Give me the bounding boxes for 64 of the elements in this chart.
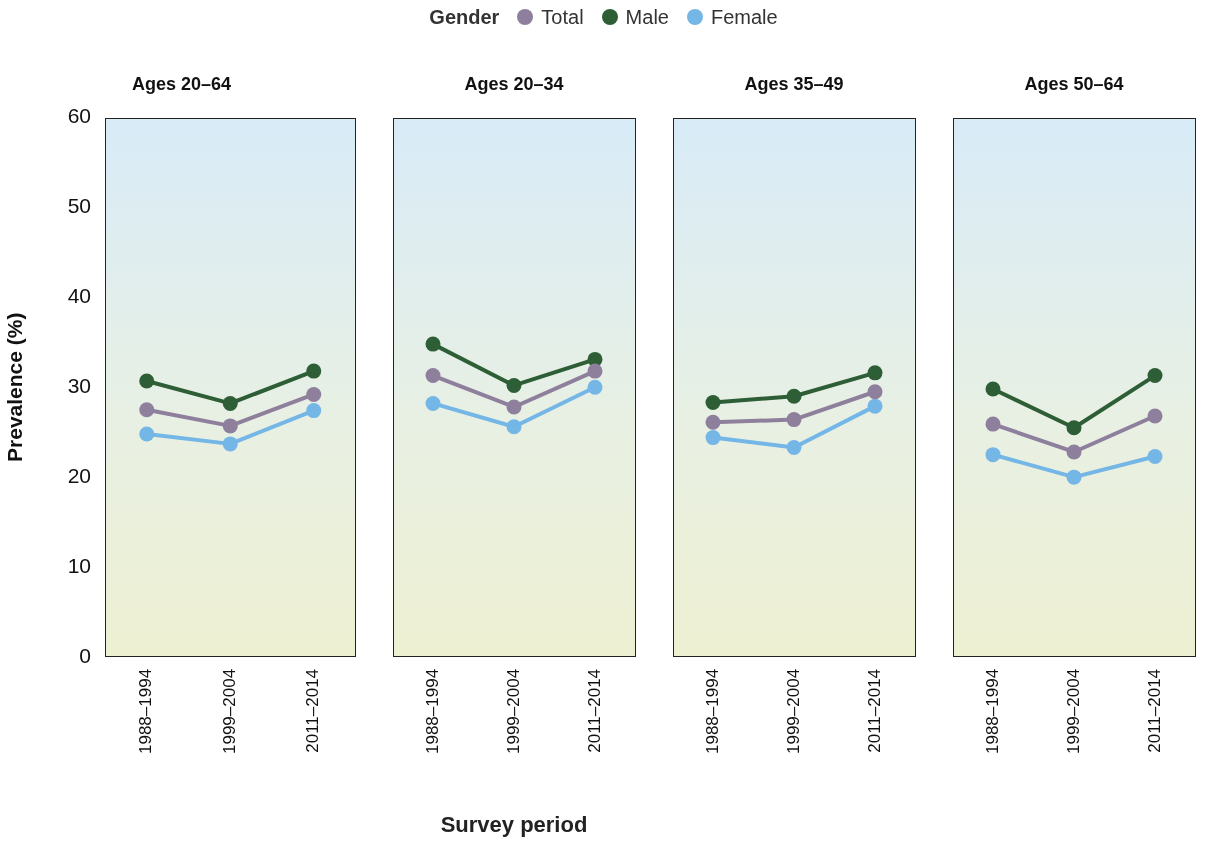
y-tick-label: 0 bbox=[79, 643, 91, 667]
y-tick-label: 40 bbox=[67, 284, 91, 308]
y-tick-label: 30 bbox=[67, 374, 91, 398]
point bbox=[306, 403, 322, 419]
legend-label: Male bbox=[624, 6, 669, 28]
point bbox=[222, 436, 238, 452]
y-tick-label: 50 bbox=[67, 194, 91, 218]
point bbox=[985, 416, 1001, 432]
point bbox=[867, 365, 883, 381]
point bbox=[786, 388, 802, 404]
x-tick-label: 1988–1994 bbox=[422, 668, 442, 754]
y-tick-label: 20 bbox=[67, 463, 91, 487]
point bbox=[506, 399, 522, 415]
point bbox=[425, 368, 441, 384]
point bbox=[985, 381, 1001, 397]
point bbox=[985, 447, 1001, 463]
point bbox=[786, 412, 802, 428]
point bbox=[587, 363, 603, 379]
point bbox=[139, 373, 155, 389]
y-axis-title: Prevalence (%) bbox=[3, 312, 27, 462]
point bbox=[222, 418, 238, 434]
point bbox=[425, 336, 441, 352]
point bbox=[1147, 368, 1163, 384]
y-tick-label: 10 bbox=[67, 553, 91, 577]
x-tick-label: 2011–2014 bbox=[584, 668, 604, 753]
x-axis-title: Survey period bbox=[439, 812, 589, 838]
x-tick-label: 1999–2004 bbox=[783, 668, 803, 754]
point bbox=[1066, 420, 1082, 436]
chart-title: Ages 35–49 bbox=[744, 73, 844, 94]
point bbox=[139, 402, 155, 418]
point bbox=[222, 395, 238, 411]
point bbox=[506, 377, 522, 393]
point bbox=[139, 426, 155, 442]
point bbox=[1066, 469, 1082, 485]
point bbox=[705, 430, 721, 446]
point bbox=[1147, 408, 1163, 424]
chart-title: Ages 50–64 bbox=[1024, 73, 1124, 94]
x-tick-label: 1999–2004 bbox=[503, 668, 523, 754]
legend-label: Total bbox=[540, 6, 584, 28]
point bbox=[1066, 444, 1082, 460]
chart-title: Ages 20–64 bbox=[131, 73, 232, 94]
y-tick-label: 60 bbox=[67, 104, 91, 128]
point bbox=[705, 395, 721, 411]
x-tick-label: 1988–1994 bbox=[136, 668, 156, 754]
x-tick-label: 2011–2014 bbox=[303, 668, 323, 753]
point bbox=[867, 398, 883, 414]
legend-label: Female bbox=[709, 6, 778, 28]
point bbox=[705, 414, 721, 430]
x-tick-label: 2011–2014 bbox=[1144, 668, 1164, 753]
legend-title: Gender bbox=[429, 6, 500, 28]
x-tick-label: 1988–1994 bbox=[982, 668, 1002, 754]
x-tick-label: 1999–2004 bbox=[219, 668, 239, 754]
x-tick-label: 2011–2014 bbox=[864, 668, 884, 753]
point bbox=[587, 379, 603, 395]
point bbox=[306, 363, 322, 379]
point bbox=[425, 395, 441, 411]
chart-title: Ages 20–34 bbox=[464, 73, 564, 94]
x-tick-label: 1999–2004 bbox=[1063, 668, 1083, 754]
point bbox=[306, 386, 322, 402]
point bbox=[867, 384, 883, 400]
point bbox=[786, 439, 802, 455]
point bbox=[506, 419, 522, 435]
x-tick-label: 1988–1994 bbox=[702, 668, 722, 754]
point bbox=[1147, 448, 1163, 464]
